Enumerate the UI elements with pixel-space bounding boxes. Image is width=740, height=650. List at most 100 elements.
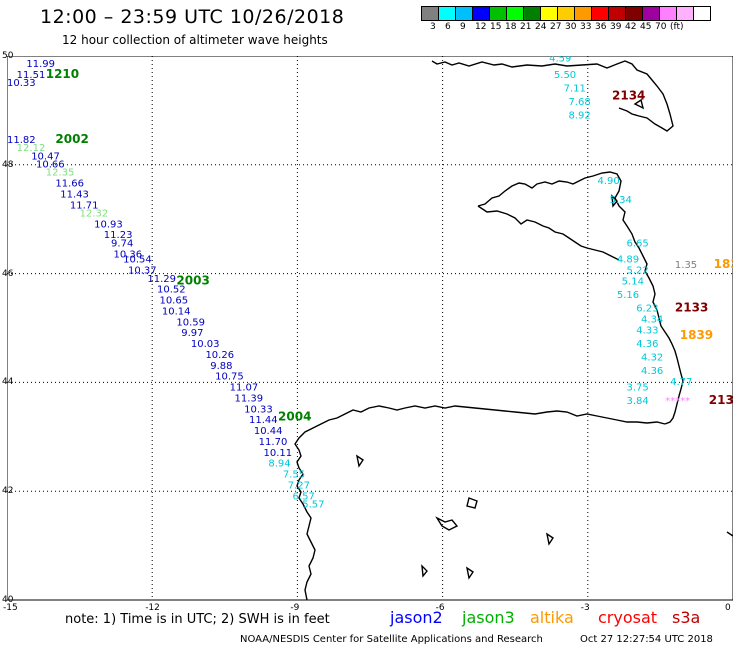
pass-id-label: 2132 [709,393,733,407]
latitude-label: 42 [2,486,14,497]
coastline-island-2 [466,497,478,509]
gridlines [7,56,733,600]
color-swatch [489,6,507,21]
credit-line: NOAA/NESDIS Center for Satellite Applica… [240,634,543,645]
wave-height-value: 10.03 [191,339,220,350]
wave-height-value: 4.77 [670,377,692,388]
wave-height-value: 11.99 [26,59,55,70]
wave-height-value: 10.47 [31,151,60,162]
longitude-label: -9 [290,603,300,613]
color-swatch [540,6,558,21]
coastline-brittany [477,171,684,425]
pass-id-label: 1839 [680,328,713,342]
pass-labels: 1210 2002 2003 2004 2134 183 2133 1839 2132 [46,67,733,424]
coastline-brittany-west [477,205,620,261]
wave-height-value: 11.23 [104,230,133,241]
color-scale-label: 15 [490,22,502,32]
mission-label-s3a: s3a [672,608,701,627]
wave-height-value: 5.14 [622,276,644,287]
pass-id-label: 2002 [55,132,88,146]
coastline-island-5 [611,194,618,208]
wave-height-value: 10.14 [162,306,191,317]
wave-height-value: 8.92 [568,111,590,122]
latitude-label: 44 [2,377,14,388]
wave-height-value: 7.55 [283,470,305,481]
pass-id-label: 2134 [612,89,645,103]
wave-height-value: 11.71 [70,200,99,211]
wave-height-value: 12.12 [17,143,46,154]
wave-height-value: 4.36 [636,339,658,350]
wave-height-value: 6.65 [627,238,649,249]
coastline-island-6 [421,564,428,578]
mission-label-jason2: jason2 [390,608,443,627]
map-subtitle: 12 hour collection of altimeter wave hei… [62,33,328,47]
wave-height-value: 10.52 [157,285,186,296]
color-swatch [472,6,490,21]
wave-height-value: 4.32 [641,353,663,364]
coastline-england [431,60,674,132]
color-swatch [523,6,541,21]
color-swatch [557,6,575,21]
color-scale-label: 27 [550,22,562,32]
wave-height-value: 4.36 [641,366,663,377]
color-swatch [438,6,456,21]
longitude-label: -12 [145,603,160,613]
longitude-label: -15 [3,603,18,613]
mission-label-jason3: jason3 [462,608,515,627]
map-frame [7,56,733,601]
color-swatch [693,6,711,21]
wave-height-value: 12.32 [80,208,109,219]
wave-height-value: 10.93 [94,219,123,230]
wave-height-value: 11.29 [147,274,176,285]
latitude-label: 40 [2,595,14,605]
wave-height-value: 5.34 [610,195,632,206]
wave-height-value: 10.36 [113,249,142,260]
wave-height-value: 7.11 [564,83,586,94]
wave-height-value: 3.75 [627,383,649,394]
wave-height-value: 9.74 [111,238,133,249]
wave-height-value: 11.66 [55,179,84,190]
wave-height-value: 1.35 [675,260,697,271]
color-swatch [608,6,626,21]
wave-height-value: 10.26 [205,350,234,361]
color-swatch [421,6,439,21]
units-note: note: 1) Time is in UTC; 2) SWH is in fe… [65,612,330,627]
mission-label-cryosat: cryosat [598,608,658,627]
wave-height-value: 4.90 [597,176,619,187]
coastline-island-4 [545,532,554,546]
latitude-label: 48 [2,159,14,170]
color-swatch [676,6,694,21]
color-swatch [455,6,473,21]
latitude-label: 46 [2,268,14,279]
pass-id-label: 183 [714,257,733,271]
wave-height-value: 10.75 [215,372,244,383]
color-swatch [591,6,609,21]
wave-height-value: 5.57 [302,500,324,511]
wave-height-value: 11.70 [259,437,288,448]
coastline-island-3 [355,454,364,468]
wave-height-value: 10.33 [7,78,36,89]
color-scale-label: 12 [475,22,487,32]
map-title: 12:00 – 23:59 UTC 10/26/2018 [40,6,345,28]
color-scale-label: 36 [595,22,607,32]
color-scale-label: 70 [655,22,667,32]
color-swatch [574,6,592,21]
coastline-island-7 [465,566,474,580]
color-scale-labels: 3 6 9 12 15 18 21 24 27 30 33 36 39 42 45 70 (ft) [422,22,740,36]
pass-id-label: 2133 [675,301,708,315]
wave-height-value: 6.23 [636,304,658,315]
color-scale-label: 6 [445,22,451,32]
longitude-label: -6 [435,603,445,613]
wave-height-value: 11.07 [230,383,259,394]
generation-timestamp: Oct 27 12:27:54 UTC 2018 [580,634,713,645]
longitude-label: -3 [580,603,590,613]
color-scale-label: 42 [625,22,637,32]
wave-height-value: 10.65 [159,296,188,307]
wave-height-value: 4.89 [617,255,639,266]
color-scale-swatches [421,6,711,21]
wave-height-value: 3.84 [627,396,649,407]
coastline-spain-north [294,405,666,601]
pass-id-label: 2004 [278,409,311,423]
color-scale-label: 3 [430,22,436,32]
wave-height-value: 4.59 [549,56,571,64]
